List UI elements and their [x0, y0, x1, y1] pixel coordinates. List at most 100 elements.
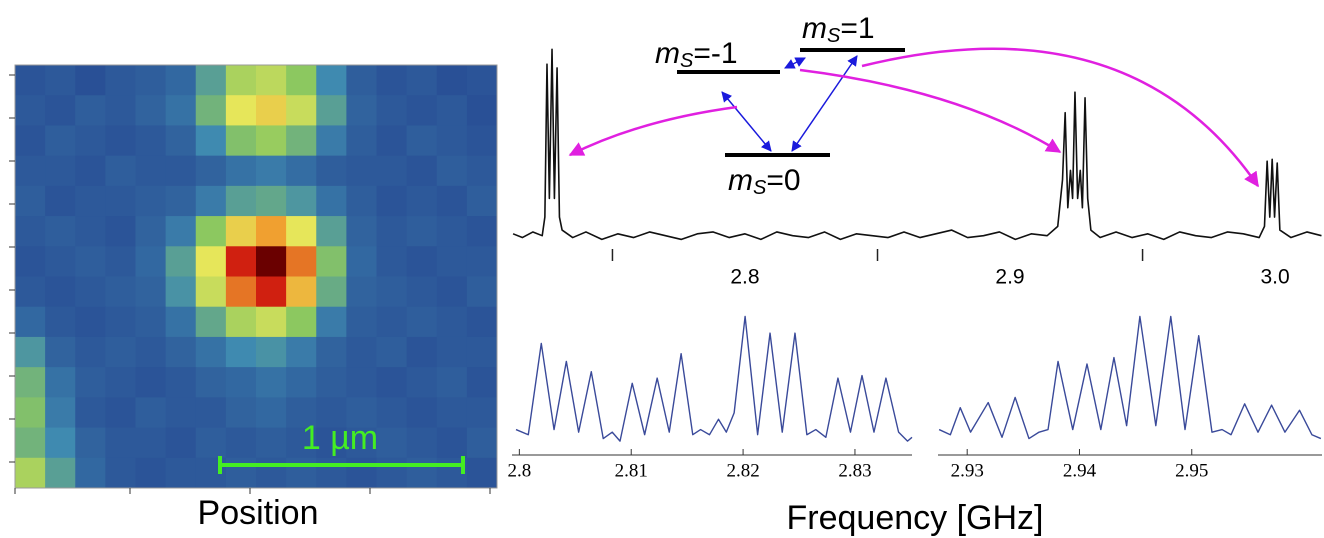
- image-pixel: [225, 125, 257, 157]
- image-pixel: [256, 155, 287, 187]
- image-pixel: [286, 397, 317, 429]
- spectrum-line: [515, 315, 913, 442]
- image-pixel: [195, 185, 227, 217]
- image-pixel: [105, 336, 136, 368]
- level-value: =-1: [693, 37, 737, 70]
- image-pixel: [135, 397, 167, 429]
- level-symbol: m: [728, 164, 753, 197]
- level-subscript: S: [753, 177, 767, 199]
- image-pixel: [45, 306, 76, 338]
- image-pixel: [316, 65, 347, 96]
- image-pixel: [376, 367, 408, 398]
- assignment-arrow: [568, 105, 738, 157]
- image-pixel: [376, 457, 408, 489]
- image-pixel: [15, 336, 46, 368]
- image-pixel: [45, 397, 76, 429]
- image-pixel: [436, 427, 468, 459]
- image-pixel: [195, 427, 227, 459]
- image-pixel: [286, 336, 317, 368]
- image-pixel: [406, 246, 438, 277]
- image-pixel: [195, 306, 227, 338]
- image-pixel: [316, 155, 347, 187]
- image-pixel: [195, 95, 227, 126]
- image-pixel: [376, 306, 408, 338]
- image-pixel: [376, 185, 408, 217]
- x-axis-label: Position: [198, 494, 319, 532]
- image-pixel: [105, 457, 136, 489]
- image-pixel: [165, 367, 197, 398]
- image-pixel: [466, 95, 498, 126]
- image-pixel: [346, 125, 377, 157]
- image-pixel: [225, 276, 257, 308]
- image-pixel: [135, 95, 167, 126]
- image-pixel: [15, 457, 46, 489]
- image-pixel: [105, 216, 136, 247]
- image-pixel: [135, 155, 167, 187]
- image-pixel: [135, 246, 167, 277]
- image-pixel: [406, 95, 438, 126]
- image-pixel: [286, 367, 317, 398]
- x-tick-label: 2.95: [1175, 460, 1208, 481]
- image-pixel: [436, 397, 468, 429]
- image-pixel: [436, 216, 468, 247]
- image-pixel: [256, 367, 287, 398]
- image-pixel: [75, 95, 106, 126]
- image-pixel: [225, 185, 257, 217]
- x-tick-label: 2.81: [615, 460, 648, 481]
- image-pixel: [165, 95, 197, 126]
- image-pixel: [15, 155, 46, 187]
- image-pixel: [75, 427, 106, 459]
- image-pixel: [195, 367, 227, 398]
- image-pixel: [256, 65, 287, 96]
- image-pixel: [466, 276, 498, 308]
- level-value: =0: [766, 164, 800, 197]
- image-pixel: [316, 95, 347, 126]
- x-tick-label: 2.9: [995, 266, 1024, 289]
- image-pixel: [436, 306, 468, 338]
- image-pixel: [225, 367, 257, 398]
- image-pixel: [346, 306, 377, 338]
- image-pixel: [195, 65, 227, 96]
- image-pixel: [195, 246, 227, 277]
- transition-arrow: [721, 91, 772, 152]
- image-pixel: [135, 125, 167, 157]
- image-pixel: [466, 397, 498, 429]
- image-pixel: [45, 155, 76, 187]
- image-pixel: [376, 336, 408, 368]
- image-pixel: [105, 367, 136, 398]
- image-pixel: [346, 246, 377, 277]
- image-axis-ticks: [9, 74, 491, 494]
- image-pixel: [466, 367, 498, 398]
- image-pixel: [466, 155, 498, 187]
- x-tick-label: 2.8: [507, 460, 531, 481]
- image-pixel: [225, 246, 257, 277]
- image-pixel: [165, 427, 197, 459]
- image-pixel: [466, 336, 498, 368]
- image-pixel: [135, 457, 167, 489]
- image-pixel: [346, 367, 377, 398]
- image-pixel: [165, 185, 197, 217]
- image-pixel: [316, 397, 347, 429]
- image-pixel: [256, 185, 287, 217]
- image-pixel: [225, 336, 257, 368]
- image-pixel: [406, 336, 438, 368]
- image-pixel: [376, 125, 408, 157]
- image-pixel: [346, 65, 377, 96]
- image-pixel: [436, 246, 468, 277]
- image-pixel: [15, 367, 46, 398]
- image-pixel: [436, 276, 468, 308]
- image-pixel: [105, 427, 136, 459]
- image-pixel: [316, 246, 347, 277]
- image-pixel: [15, 397, 46, 429]
- image-pixel: [105, 397, 136, 429]
- image-pixel: [376, 65, 408, 96]
- image-pixel: [286, 185, 317, 217]
- image-pixel: [15, 246, 46, 277]
- image-pixel: [316, 216, 347, 247]
- assignment-arrow: [861, 47, 1260, 188]
- image-pixel: [105, 65, 136, 96]
- image-pixel: [376, 246, 408, 277]
- image-pixel: [15, 427, 46, 459]
